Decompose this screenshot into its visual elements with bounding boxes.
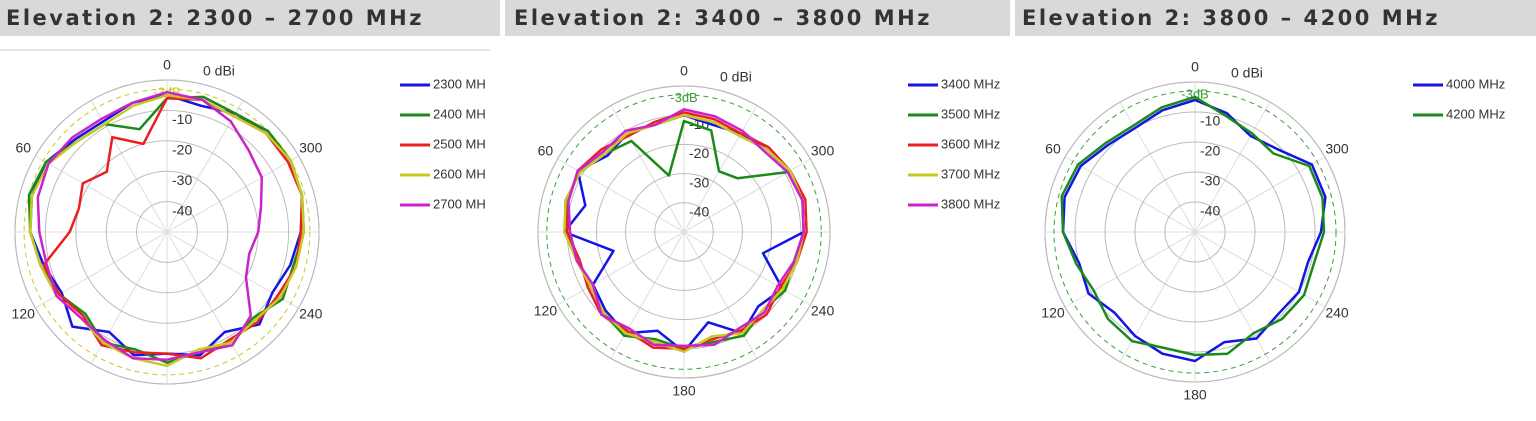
legend-label: 2500 MH: [433, 136, 486, 151]
theta-tick-label: 180: [672, 383, 696, 399]
r-tick-label: -30: [689, 174, 709, 190]
grid-ring: [1104, 141, 1286, 323]
r-tick-label: -30: [1200, 173, 1220, 189]
theta-tick-label: 0: [1191, 59, 1199, 75]
theta-tick-label: 120: [1041, 305, 1065, 321]
r-tick-label: -20: [689, 145, 709, 161]
theta-tick-label: 300: [299, 140, 323, 156]
legend-label: 2300 MH: [433, 76, 486, 91]
grid-ring: [625, 173, 743, 291]
legend-label: 3400 MHz: [941, 76, 1000, 91]
chart-title: Elevation 2: 3800 – 4200 MHz: [1022, 6, 1440, 30]
legend-label: 3800 MHz: [941, 196, 1000, 211]
legend-label: 3600 MHz: [941, 136, 1000, 151]
spoke: [90, 100, 244, 364]
legend-label: 4000 MHz: [1446, 76, 1505, 91]
ref-circle: [1053, 90, 1337, 374]
legend-label: 3700 MHz: [941, 166, 1000, 181]
theta-tick-label: 300: [811, 143, 835, 159]
theta-tick-label: 120: [12, 306, 36, 322]
grid-ring: [14, 79, 320, 385]
grid-ring: [1164, 201, 1226, 263]
grid-ring: [595, 143, 773, 321]
header-bar: [505, 0, 1010, 36]
legend-label: 2400 MH: [433, 106, 486, 121]
r-tick-label: -40: [172, 202, 192, 218]
grid-ring: [1074, 111, 1316, 353]
r-tick-label: 0 dBi: [1231, 65, 1263, 81]
ref-circle: [546, 94, 822, 370]
grid-ring: [105, 170, 229, 294]
r-tick-label: -30: [172, 172, 192, 188]
spoke: [1119, 101, 1271, 363]
r-tick-label: -10: [172, 111, 192, 127]
r-tick-label: -40: [689, 204, 709, 220]
header-bar: [0, 0, 500, 36]
grid-ring: [1134, 171, 1256, 293]
r-tick-label: -40: [1200, 203, 1220, 219]
pattern-line: [36, 90, 264, 361]
r-tick-label: -10: [1200, 113, 1220, 129]
theta-tick-label: 120: [534, 303, 558, 319]
theta-tick-label: 0: [680, 63, 688, 79]
theta-tick-label: 180: [1183, 387, 1207, 403]
ref-circle: [23, 88, 311, 376]
spoke: [610, 105, 758, 359]
legend-label: 4200 MHz: [1446, 106, 1505, 121]
theta-tick-label: 240: [1325, 305, 1349, 321]
r-tick-label: 0 dBi: [203, 63, 235, 79]
pattern-line: [42, 96, 304, 360]
r-tick-label: 0 dBi: [720, 69, 752, 85]
legend-label: 2600 MH: [433, 166, 486, 181]
pattern-line: [1060, 95, 1326, 357]
theta-tick-label: 240: [299, 306, 323, 322]
theta-tick-label: 0: [163, 57, 171, 73]
theta-tick-label: 60: [1045, 141, 1061, 157]
theta-tick-label: 60: [538, 143, 554, 159]
grid-ring: [1044, 81, 1346, 383]
pattern-line: [1061, 98, 1327, 363]
chart-title: Elevation 2: 2300 – 2700 MHz: [6, 6, 424, 30]
r-tick-label: -20: [172, 142, 192, 158]
pattern-line: [567, 108, 805, 348]
r-tick-label: -20: [1200, 143, 1220, 159]
theta-tick-label: 60: [15, 140, 31, 156]
grid-ring: [537, 85, 831, 379]
ref-label: -3dB: [1181, 86, 1208, 101]
grid-ring: [654, 202, 714, 262]
legend-label: 3500 MHz: [941, 106, 1000, 121]
pattern-line: [563, 113, 805, 353]
grid-ring: [136, 201, 198, 263]
header-bar: [1015, 0, 1536, 36]
legend-label: 2700 MH: [433, 196, 486, 211]
chart-title: Elevation 2: 3400 – 3800 MHz: [514, 6, 932, 30]
ref-label: -3dB: [670, 90, 697, 105]
theta-tick-label: 300: [1325, 141, 1349, 157]
theta-tick-label: 240: [811, 303, 835, 319]
